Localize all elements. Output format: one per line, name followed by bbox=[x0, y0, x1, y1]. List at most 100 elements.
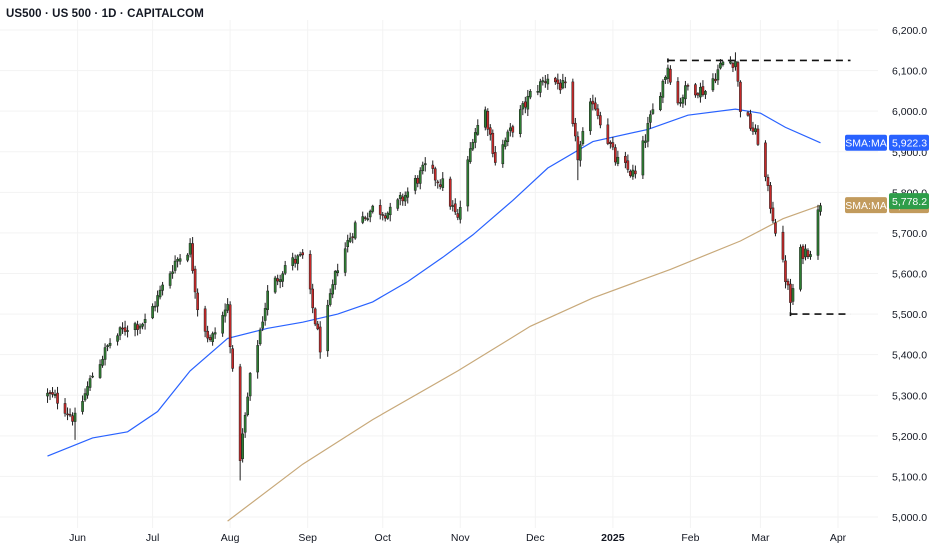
candle-body bbox=[749, 113, 752, 129]
candle-body bbox=[193, 268, 197, 293]
candle-body bbox=[178, 258, 182, 262]
candle-body bbox=[386, 212, 390, 219]
y-tick-label: 6,100.0 bbox=[892, 66, 927, 78]
candle-body bbox=[246, 396, 249, 415]
candle-body bbox=[699, 86, 702, 98]
candle-body bbox=[336, 270, 340, 274]
candle-body bbox=[396, 199, 400, 209]
last-price-label: 5,778.2 bbox=[892, 196, 927, 208]
candle-body bbox=[116, 335, 119, 342]
candle-body bbox=[103, 347, 107, 360]
candle-body bbox=[101, 359, 104, 366]
candle-body bbox=[73, 412, 77, 422]
candle-body bbox=[363, 217, 367, 219]
candle-body bbox=[609, 141, 612, 144]
candle-body bbox=[436, 181, 440, 184]
candle-body bbox=[806, 250, 810, 258]
candle-body bbox=[451, 205, 455, 207]
candle-body bbox=[133, 323, 137, 330]
candle-body bbox=[221, 315, 224, 334]
candle-body bbox=[589, 101, 592, 132]
candle-body bbox=[756, 128, 760, 145]
candle-body bbox=[501, 144, 505, 165]
candle-body bbox=[574, 122, 577, 137]
candle-body bbox=[766, 176, 770, 186]
candle-body bbox=[211, 333, 214, 342]
candle-body bbox=[453, 203, 457, 213]
candle-body bbox=[784, 260, 787, 283]
candle-body bbox=[456, 213, 460, 218]
candle-body bbox=[318, 326, 322, 353]
candle-body bbox=[646, 123, 650, 142]
x-tick-label: Sep bbox=[298, 532, 317, 544]
candle-body bbox=[731, 63, 735, 68]
candle-body bbox=[473, 132, 477, 143]
candle-body bbox=[326, 304, 330, 352]
candle-body bbox=[158, 289, 162, 298]
x-tick-label: Nov bbox=[451, 532, 470, 544]
candle-body bbox=[401, 196, 405, 202]
candle-body bbox=[71, 415, 74, 422]
candle-body bbox=[83, 393, 87, 401]
candle-body bbox=[554, 77, 557, 83]
candle-body bbox=[281, 273, 284, 282]
candle-body bbox=[86, 386, 89, 396]
candle-body bbox=[168, 273, 172, 286]
y-tick-label: 5,500.0 bbox=[892, 309, 927, 321]
candle-body bbox=[666, 67, 670, 79]
candle-body bbox=[298, 254, 302, 256]
candle-body bbox=[471, 142, 475, 150]
candle-body bbox=[261, 321, 264, 329]
candle-body bbox=[544, 81, 547, 83]
candle-body bbox=[331, 284, 335, 295]
candle-body bbox=[669, 68, 672, 83]
candle-body bbox=[771, 207, 775, 222]
candle-body bbox=[483, 109, 487, 128]
candle-body bbox=[536, 91, 540, 93]
candle-body bbox=[68, 413, 72, 416]
candle-body bbox=[328, 293, 332, 305]
candle-body bbox=[138, 325, 142, 329]
candle-body bbox=[819, 205, 822, 212]
sma-line-2 bbox=[227, 204, 821, 522]
candle-body bbox=[421, 164, 425, 172]
candle-body bbox=[346, 240, 350, 248]
candle-body bbox=[161, 284, 164, 291]
sma-name-label-1-bg bbox=[845, 134, 887, 151]
candle-body bbox=[301, 252, 304, 256]
candle-body bbox=[624, 155, 627, 163]
candle-body bbox=[789, 283, 792, 303]
y-tick-label: 6,200.0 bbox=[892, 25, 927, 37]
candle-body bbox=[716, 69, 720, 81]
candle-body bbox=[228, 304, 232, 348]
candle-body bbox=[591, 100, 595, 105]
candle-body bbox=[541, 80, 545, 83]
candle-body bbox=[121, 327, 124, 330]
candle-body bbox=[406, 191, 410, 198]
candle-body bbox=[774, 222, 777, 234]
candle-body bbox=[651, 109, 655, 114]
candle-body bbox=[786, 280, 790, 286]
candle-body bbox=[203, 308, 207, 332]
candle-body bbox=[546, 78, 550, 85]
candle-body bbox=[804, 248, 807, 258]
candle-body bbox=[273, 277, 277, 293]
candle-body bbox=[476, 125, 480, 135]
candle-body bbox=[238, 366, 242, 461]
candle-body bbox=[223, 309, 227, 317]
candle-body bbox=[141, 323, 144, 327]
candle-body bbox=[746, 112, 750, 116]
candle-body bbox=[378, 205, 382, 215]
candle-body bbox=[263, 308, 267, 321]
candle-body bbox=[106, 345, 109, 348]
candle-body bbox=[579, 144, 582, 161]
x-tick-label: Apr bbox=[830, 532, 847, 544]
candle-body bbox=[564, 81, 567, 84]
candle-body bbox=[196, 292, 199, 311]
candle-body bbox=[308, 253, 312, 290]
candle-body bbox=[381, 214, 385, 216]
candle-body bbox=[503, 140, 507, 147]
candle-body bbox=[571, 81, 575, 124]
candle-body bbox=[171, 271, 174, 274]
